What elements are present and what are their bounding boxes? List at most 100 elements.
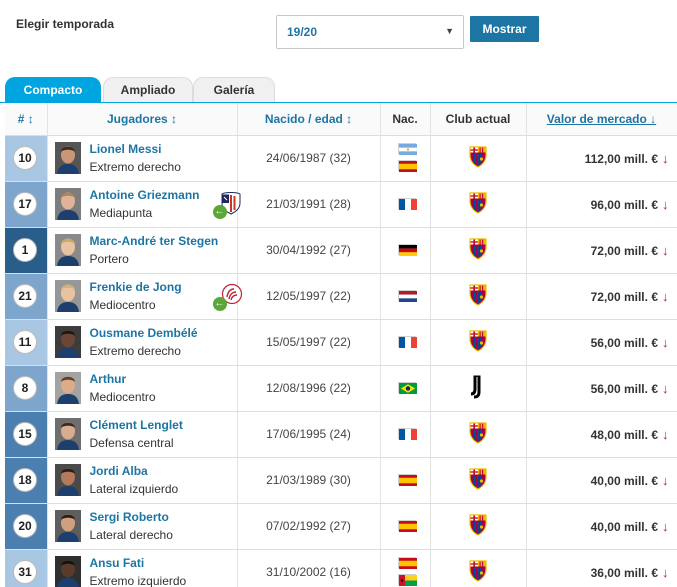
player-name-link[interactable]: Ousmane Dembélé bbox=[89, 325, 198, 340]
flag-france-icon bbox=[397, 335, 417, 348]
player-photo[interactable] bbox=[54, 509, 81, 542]
tab-ampliado[interactable]: Ampliado bbox=[103, 77, 193, 102]
juventus-crest-icon[interactable] bbox=[470, 375, 486, 402]
table-row: 15 Clément Lenglet Defensa central 17/06/19… bbox=[5, 411, 677, 458]
current-club-cell bbox=[430, 365, 527, 412]
flag-guinea-bissau-icon bbox=[397, 573, 417, 586]
player-photo[interactable] bbox=[54, 279, 81, 312]
table-row: 31 Ansu Fati Extremo izquierdo 31/10/2002 (… bbox=[5, 549, 677, 587]
barcelona-crest-icon[interactable] bbox=[468, 467, 488, 493]
table-row: 20 Sergi Roberto Lateral derecho 07/02/1992… bbox=[5, 503, 677, 550]
shirt-number: 1 bbox=[13, 238, 37, 262]
season-label: Elegir temporada bbox=[16, 17, 115, 31]
birth-date-age: 24/06/1987 (32) bbox=[237, 135, 381, 182]
player-cell: Clément Lenglet Defensa central bbox=[47, 411, 238, 458]
market-value-cell: 96,00 mill. € ↓ bbox=[526, 181, 677, 228]
tab-compacto[interactable]: Compacto bbox=[5, 77, 101, 102]
table-row: 1 Marc-André ter Stegen Portero 30/04/1992 … bbox=[5, 227, 677, 274]
season-select[interactable]: 19/20 ▼ bbox=[276, 15, 464, 49]
market-value[interactable]: 40,00 mill. € bbox=[590, 473, 658, 488]
nationality-cell bbox=[380, 319, 431, 366]
nationality-cell bbox=[380, 549, 431, 587]
birth-date-age: 21/03/1989 (30) bbox=[237, 457, 381, 504]
player-cell: Antoine Griezmann Mediapunta ← bbox=[47, 181, 240, 228]
shirt-number-cell: 31 bbox=[5, 549, 48, 587]
shirt-number-cell: 21 bbox=[5, 273, 48, 320]
nationality-cell bbox=[380, 273, 431, 320]
market-value[interactable]: 56,00 mill. € bbox=[590, 381, 658, 396]
barcelona-crest-icon[interactable] bbox=[468, 237, 488, 263]
current-club-cell bbox=[430, 319, 527, 366]
player-photo[interactable] bbox=[54, 371, 81, 404]
player-name-link[interactable]: Antoine Griezmann bbox=[89, 187, 200, 202]
shirt-number: 20 bbox=[13, 514, 37, 538]
player-name-link[interactable]: Jordi Alba bbox=[89, 463, 148, 478]
market-value[interactable]: 56,00 mill. € bbox=[590, 335, 658, 350]
current-club-cell bbox=[430, 503, 527, 550]
market-value[interactable]: 40,00 mill. € bbox=[590, 519, 658, 534]
shirt-number: 18 bbox=[13, 468, 37, 492]
birth-date-age: 07/02/1992 (27) bbox=[237, 503, 381, 550]
loan-indicator[interactable]: ← bbox=[212, 283, 245, 311]
market-value-cell: 112,00 mill. € ↓ bbox=[526, 135, 677, 182]
tab-galeria[interactable]: Galería bbox=[193, 77, 275, 102]
table-row: 11 Ousmane Dembélé Extremo derecho 15/05/19… bbox=[5, 319, 677, 366]
player-name-link[interactable]: Ansu Fati bbox=[89, 555, 145, 570]
player-position: Lateral derecho bbox=[89, 527, 173, 542]
player-name-link[interactable]: Arthur bbox=[89, 371, 127, 386]
barcelona-crest-icon[interactable] bbox=[468, 513, 488, 539]
player-cell: Sergi Roberto Lateral derecho bbox=[47, 503, 238, 550]
shirt-number-cell: 15 bbox=[5, 411, 48, 458]
player-name-link[interactable]: Lionel Messi bbox=[89, 141, 162, 156]
player-photo[interactable] bbox=[54, 325, 81, 358]
nationality-cell bbox=[380, 365, 431, 412]
loan-indicator[interactable]: ← bbox=[212, 191, 245, 219]
barcelona-crest-icon[interactable] bbox=[468, 145, 488, 171]
player-photo[interactable] bbox=[54, 141, 81, 174]
player-photo[interactable] bbox=[54, 187, 81, 220]
arrow-down-icon: ↓ bbox=[662, 196, 669, 212]
market-value[interactable]: 48,00 mill. € bbox=[590, 427, 658, 442]
header-market-value[interactable]: Valor de mercado ↓ bbox=[526, 103, 677, 136]
header-players[interactable]: Jugadores ↕ bbox=[47, 103, 238, 136]
player-name-link[interactable]: Sergi Roberto bbox=[89, 509, 169, 524]
market-value[interactable]: 96,00 mill. € bbox=[590, 197, 658, 212]
market-value[interactable]: 72,00 mill. € bbox=[590, 289, 658, 304]
shirt-number-cell: 1 bbox=[5, 227, 48, 274]
player-photo[interactable] bbox=[54, 417, 81, 450]
loan-return-icon: ← bbox=[212, 296, 227, 311]
shirt-number: 31 bbox=[13, 560, 37, 584]
barcelona-crest-icon[interactable] bbox=[468, 329, 488, 355]
barcelona-crest-icon[interactable] bbox=[468, 283, 488, 309]
market-value[interactable]: 72,00 mill. € bbox=[590, 243, 658, 258]
flag-netherlands-icon bbox=[397, 289, 417, 302]
market-value[interactable]: 36,00 mill. € bbox=[590, 565, 658, 580]
market-value-cell: 72,00 mill. € ↓ bbox=[526, 227, 677, 274]
player-name-link[interactable]: Frenkie de Jong bbox=[89, 279, 182, 294]
player-photo[interactable] bbox=[54, 233, 81, 266]
barcelona-crest-icon[interactable] bbox=[468, 559, 488, 585]
market-value-cell: 72,00 mill. € ↓ bbox=[526, 273, 677, 320]
player-cell: Frenkie de Jong Mediocentro ← bbox=[47, 273, 242, 320]
player-cell: Lionel Messi Extremo derecho bbox=[47, 135, 238, 182]
table-row: 10 Lionel Messi Extremo derecho 24/06/1987 … bbox=[5, 135, 677, 182]
player-photo[interactable] bbox=[54, 463, 81, 496]
header-number[interactable]: # ↕ bbox=[5, 103, 48, 136]
show-button[interactable]: Mostrar bbox=[470, 16, 539, 42]
barcelona-crest-icon[interactable] bbox=[468, 421, 488, 447]
flag-brazil-icon bbox=[397, 381, 417, 394]
player-name-link[interactable]: Clément Lenglet bbox=[89, 417, 183, 432]
barcelona-crest-icon[interactable] bbox=[468, 191, 488, 217]
market-value[interactable]: 112,00 mill. € bbox=[584, 151, 658, 166]
player-cell: Ousmane Dembélé Extremo derecho bbox=[47, 319, 238, 366]
table-row: 8 Arthur Mediocentro 12/08/1996 (22) 56,00 m… bbox=[5, 365, 677, 412]
player-position: Mediocentro bbox=[89, 297, 156, 312]
arrow-down-icon: ↓ bbox=[662, 150, 669, 166]
player-name-link[interactable]: Marc-André ter Stegen bbox=[89, 233, 219, 248]
season-filter: Elegir temporada 19/20 ▼ Mostrar bbox=[0, 0, 677, 75]
player-photo[interactable] bbox=[54, 555, 81, 587]
shirt-number-cell: 8 bbox=[5, 365, 48, 412]
market-value-cell: 48,00 mill. € ↓ bbox=[526, 411, 677, 458]
player-cell: Marc-André ter Stegen Portero bbox=[47, 227, 238, 274]
header-born[interactable]: Nacido / edad ↕ bbox=[237, 103, 381, 136]
